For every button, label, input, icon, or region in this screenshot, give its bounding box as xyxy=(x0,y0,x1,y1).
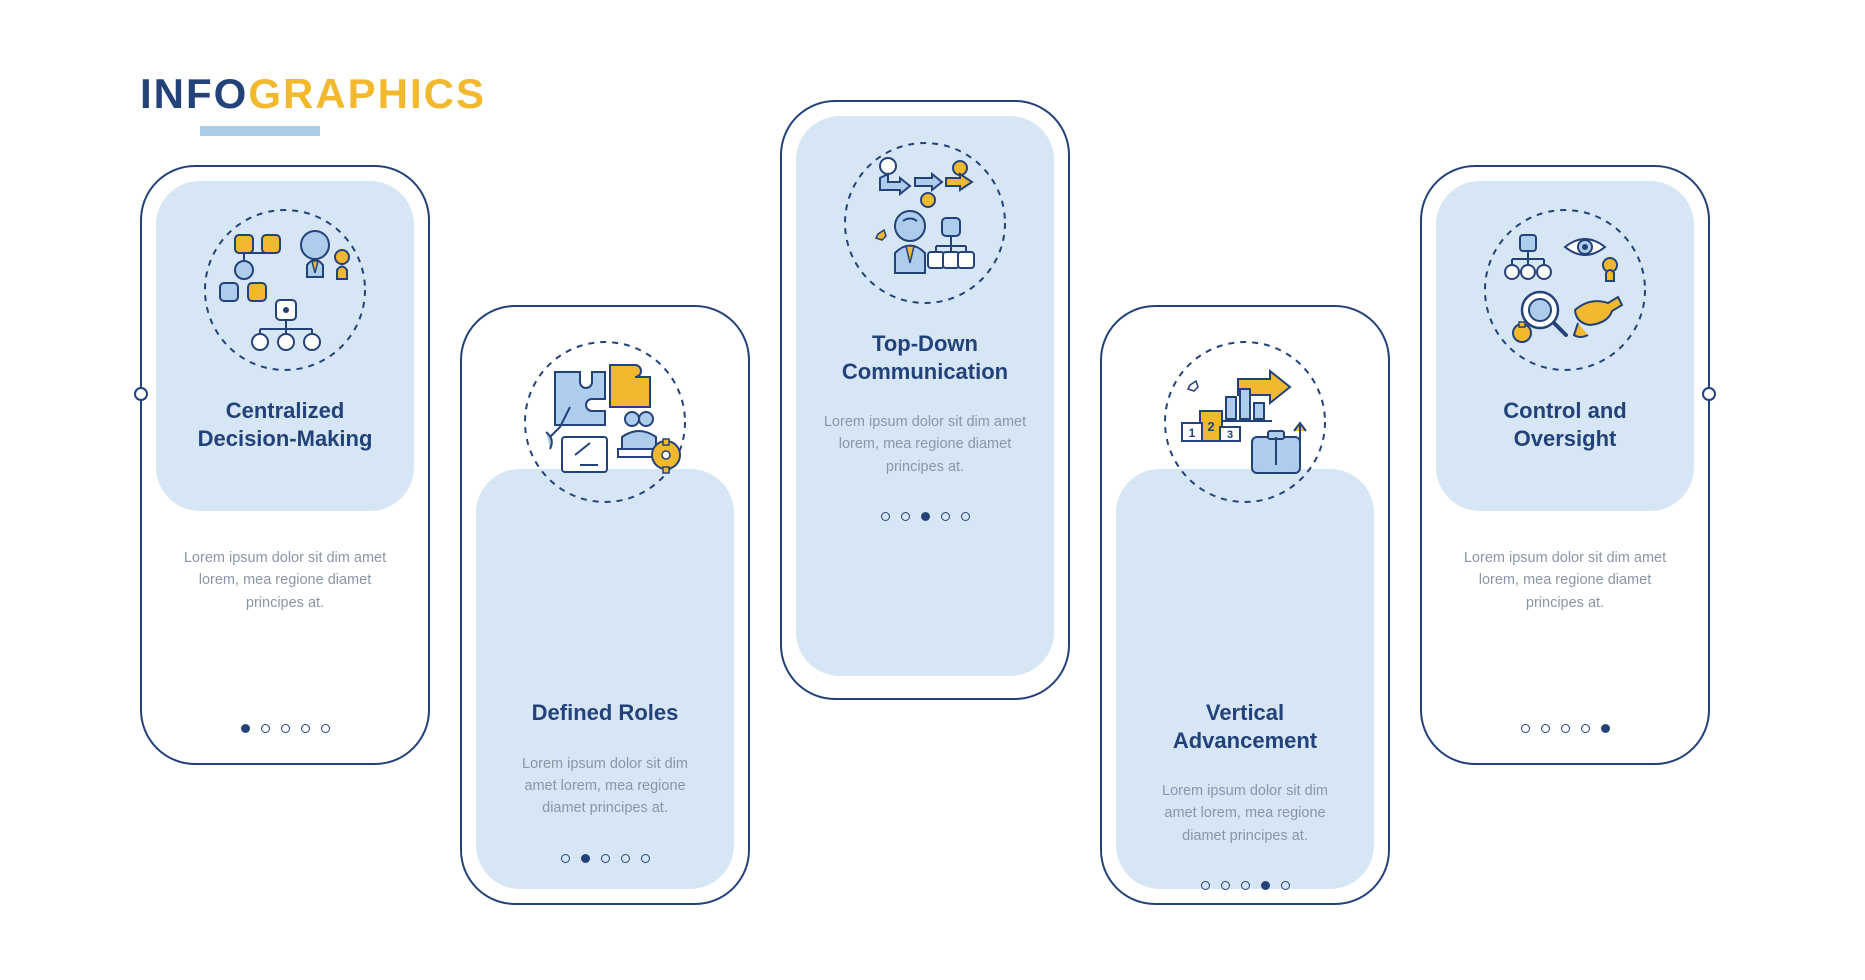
card-title: Control and Oversight xyxy=(1454,397,1676,452)
flow-person-icon xyxy=(840,138,1010,308)
oversight-icon xyxy=(1480,205,1650,375)
svg-text:2: 2 xyxy=(1207,419,1214,434)
dot xyxy=(1561,724,1570,733)
dot xyxy=(1521,724,1530,733)
card-title: Vertical Advancement xyxy=(1134,699,1356,754)
card-title: Top-Down Communication xyxy=(814,330,1036,385)
pagination-dots xyxy=(1134,881,1356,890)
card-5: Control and Oversight Lorem ipsum dolor s… xyxy=(1420,165,1710,765)
pagination-dots xyxy=(142,724,428,733)
svg-text:3: 3 xyxy=(1227,429,1233,441)
card-description: Lorem ipsum dolor sit dim amet lorem, me… xyxy=(1134,780,1356,847)
card-description: Lorem ipsum dolor sit dim amet lorem, me… xyxy=(1448,547,1682,663)
dot xyxy=(1201,881,1210,890)
card-4: Vertical Advancement Lorem ipsum dolor si… xyxy=(1100,305,1390,905)
svg-text:1: 1 xyxy=(1189,426,1196,440)
card-inner: Vertical Advancement Lorem ipsum dolor si… xyxy=(1116,469,1374,889)
org-hierarchy-icon xyxy=(200,205,370,375)
card-1: Centralized Decision-Making Lorem ipsum d… xyxy=(140,165,430,765)
card-title: Defined Roles xyxy=(494,699,716,727)
dot xyxy=(241,724,250,733)
dot xyxy=(261,724,270,733)
growth-icon: 2 1 3 xyxy=(1160,337,1330,507)
connector-dot xyxy=(1702,387,1716,401)
card-description: Lorem ipsum dolor sit dim amet lorem, me… xyxy=(814,411,1036,478)
dot xyxy=(621,854,630,863)
dot xyxy=(281,724,290,733)
dot xyxy=(941,512,950,521)
card-description: Lorem ipsum dolor sit dim amet lorem, me… xyxy=(494,753,716,820)
card-inner: Top-Down Communication Lorem ipsum dolor … xyxy=(796,116,1054,676)
pagination-dots xyxy=(881,512,970,521)
card-2: Defined Roles Lorem ipsum dolor sit dim a… xyxy=(460,305,750,905)
dot xyxy=(301,724,310,733)
card-description: Lorem ipsum dolor sit dim amet lorem, me… xyxy=(168,547,402,663)
dot xyxy=(881,512,890,521)
dot xyxy=(581,854,590,863)
card-title: Centralized Decision-Making xyxy=(174,397,396,452)
dot xyxy=(641,854,650,863)
dot xyxy=(1221,881,1230,890)
cards-container: Centralized Decision-Making Lorem ipsum d… xyxy=(140,110,1720,910)
dot xyxy=(561,854,570,863)
puzzle-team-icon xyxy=(520,337,690,507)
dot xyxy=(921,512,930,521)
dot xyxy=(1541,724,1550,733)
pagination-dots xyxy=(494,854,716,863)
dot xyxy=(961,512,970,521)
card-inner: Centralized Decision-Making xyxy=(156,181,414,511)
dot xyxy=(1601,724,1610,733)
dot xyxy=(1281,881,1290,890)
dot xyxy=(1241,881,1250,890)
card-3: Top-Down Communication Lorem ipsum dolor … xyxy=(780,100,1070,700)
dot xyxy=(321,724,330,733)
dot xyxy=(901,512,910,521)
connector-dot xyxy=(134,387,148,401)
dot xyxy=(601,854,610,863)
pagination-dots xyxy=(1422,724,1708,733)
dot xyxy=(1581,724,1590,733)
card-inner: Defined Roles Lorem ipsum dolor sit dim a… xyxy=(476,469,734,889)
card-inner: Control and Oversight xyxy=(1436,181,1694,511)
dot xyxy=(1261,881,1270,890)
